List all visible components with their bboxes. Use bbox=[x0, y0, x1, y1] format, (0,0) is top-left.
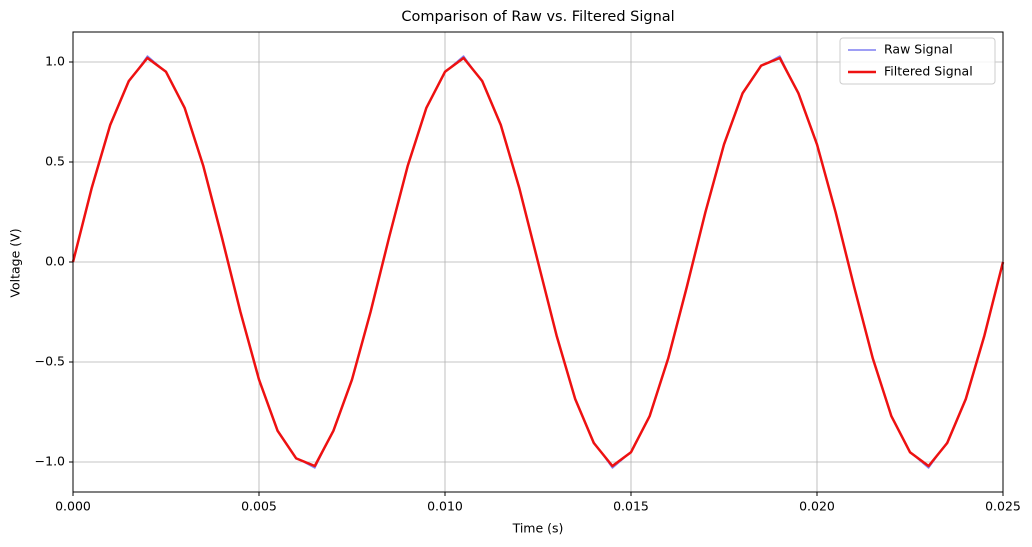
x-tick-label: 0.025 bbox=[985, 499, 1021, 514]
y-tick-label: −0.5 bbox=[35, 354, 65, 369]
x-tick-label: 0.020 bbox=[799, 499, 835, 514]
chart-title: Comparison of Raw vs. Filtered Signal bbox=[401, 9, 674, 25]
y-tick-label: 1.0 bbox=[45, 54, 65, 69]
y-tick-label: 0.5 bbox=[45, 154, 65, 169]
y-axis-label: Voltage (V) bbox=[8, 228, 23, 297]
series-line bbox=[71, 56, 1005, 468]
legend-label: Filtered Signal bbox=[884, 64, 973, 79]
plot-frame bbox=[72, 31, 1004, 493]
legend: Raw Signal Filtered Signal bbox=[839, 37, 996, 85]
y-tick-label: −1.0 bbox=[35, 454, 65, 469]
x-tick-label: 0.015 bbox=[613, 499, 649, 514]
x-axis-label: Time (s) bbox=[512, 521, 564, 536]
legend-label: Raw Signal bbox=[884, 42, 953, 57]
x-tick-label: 0.000 bbox=[55, 499, 91, 514]
legend-box bbox=[839, 37, 996, 85]
y-tick-label: 0.0 bbox=[45, 254, 65, 269]
x-tick-label: 0.005 bbox=[241, 499, 277, 514]
x-tick-label: 0.010 bbox=[427, 499, 463, 514]
